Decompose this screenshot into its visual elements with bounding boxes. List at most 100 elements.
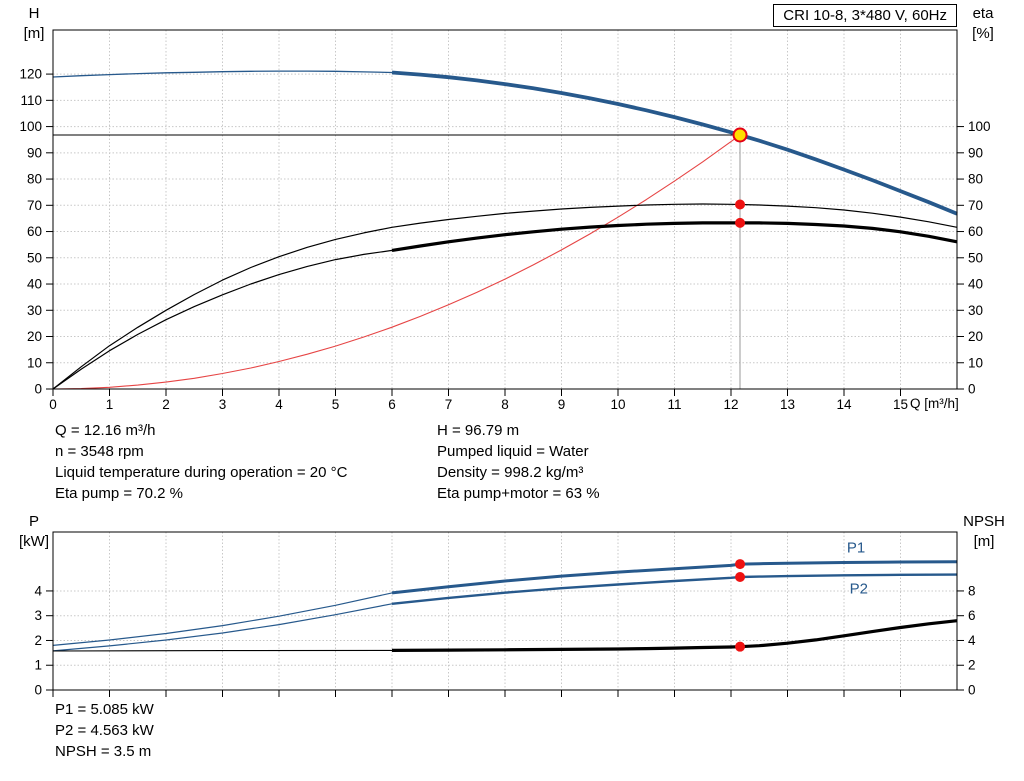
npsh-axis-unit: [m] bbox=[973, 533, 995, 550]
system-curve bbox=[52, 134, 741, 390]
info-pumped-liquid: Pumped liquid = Water bbox=[437, 443, 589, 460]
x-tick-label: 1 bbox=[106, 397, 114, 412]
y-left-tick-label: 80 bbox=[27, 172, 42, 187]
x-tick-label: 3 bbox=[219, 397, 227, 412]
npsh-curve bbox=[391, 619, 958, 653]
info-npsh: NPSH = 3.5 m bbox=[55, 743, 152, 760]
eta-pump-point bbox=[735, 199, 746, 210]
y-left-tick-label: 90 bbox=[27, 145, 42, 160]
eta-axis-label: eta [%] bbox=[958, 4, 1008, 44]
info-eta-pump-motor: Eta pump+motor = 63 % bbox=[437, 485, 600, 502]
y-left-tick-label: 2 bbox=[34, 633, 42, 648]
pump-model-title: CRI 10-8, 3*480 V, 60Hz bbox=[773, 4, 957, 27]
operating-info-left: Q = 12.16 m³/h n = 3548 rpm Liquid tempe… bbox=[55, 420, 347, 504]
y-left-tick-label: 110 bbox=[20, 93, 42, 108]
y-left-tick-label: 120 bbox=[19, 67, 42, 82]
p-axis-unit: [kW] bbox=[19, 533, 49, 550]
npsh-axis-symbol: NPSH bbox=[963, 513, 1005, 530]
y-left-tick-label: 0 bbox=[34, 382, 42, 397]
h-axis-label: H [m] bbox=[14, 4, 54, 44]
p2-curve-low bbox=[52, 603, 393, 652]
head-curve bbox=[391, 70, 958, 216]
p2-curve bbox=[391, 573, 958, 605]
y-right-tick-label: 90 bbox=[968, 145, 983, 160]
info-speed: n = 3548 rpm bbox=[55, 443, 144, 460]
h-axis-symbol: H bbox=[28, 5, 40, 22]
info-density: Density = 998.2 kg/m³ bbox=[437, 464, 584, 481]
x-tick-label: 15 bbox=[893, 397, 908, 412]
info-liquid-temperature: Liquid temperature during operation = 20… bbox=[55, 464, 348, 481]
q-axis-label: Q [m³/h] bbox=[910, 396, 959, 411]
y-left-tick-label: 30 bbox=[27, 303, 42, 318]
y-right-tick-label: 10 bbox=[968, 355, 983, 370]
head-curve-low bbox=[52, 70, 393, 78]
y-right-tick-label: 70 bbox=[968, 198, 983, 213]
x-tick-label: 11 bbox=[667, 397, 681, 412]
x-tick-label: 2 bbox=[162, 397, 170, 412]
y-left-tick-label: 100 bbox=[19, 119, 42, 134]
x-tick-label: 0 bbox=[49, 397, 57, 412]
p1-curve bbox=[391, 560, 958, 595]
npsh-point bbox=[735, 641, 746, 652]
y-left-tick-label: 20 bbox=[27, 329, 42, 344]
x-tick-label: 10 bbox=[610, 397, 625, 412]
duty-point[interactable] bbox=[732, 127, 748, 143]
x-tick-label: 7 bbox=[445, 397, 453, 412]
power-info: P1 = 5.085 kW P2 = 4.563 kW NPSH = 3.5 m bbox=[55, 699, 154, 762]
y-right-tick-label: 20 bbox=[968, 329, 983, 344]
info-flow: Q = 12.16 m³/h bbox=[55, 422, 156, 439]
eta-pump-motor-point bbox=[735, 217, 746, 228]
x-tick-label: 8 bbox=[501, 397, 509, 412]
p-axis-symbol: P bbox=[28, 513, 39, 530]
eta-pump-motor-curve bbox=[391, 221, 958, 252]
p2-point bbox=[735, 571, 746, 582]
info-head: H = 96.79 m bbox=[437, 422, 520, 439]
x-tick-label: 6 bbox=[388, 397, 396, 412]
y-left-tick-label: 10 bbox=[27, 355, 42, 370]
y-left-tick-label: 60 bbox=[27, 224, 42, 239]
y-left-tick-label: 4 bbox=[34, 583, 42, 598]
y-left-tick-label: 0 bbox=[34, 683, 42, 698]
p2-series-label: P2 bbox=[850, 580, 868, 597]
y-right-tick-label: 4 bbox=[968, 633, 976, 648]
y-right-tick-label: 60 bbox=[968, 224, 983, 239]
info-eta-pump: Eta pump = 70.2 % bbox=[55, 485, 183, 502]
y-right-tick-label: 0 bbox=[968, 382, 976, 397]
eta-pump-motor-curve-low bbox=[52, 249, 393, 390]
y-right-tick-label: 40 bbox=[968, 277, 983, 292]
h-axis-unit: [m] bbox=[23, 25, 45, 42]
y-left-tick-label: 70 bbox=[27, 198, 42, 213]
operating-info-right: H = 96.79 m Pumped liquid = Water Densit… bbox=[437, 420, 600, 504]
p1-curve-low bbox=[52, 592, 393, 646]
p-axis-label: P [kW] bbox=[14, 512, 54, 552]
eta-axis-unit: [%] bbox=[972, 25, 994, 42]
y-right-tick-label: 100 bbox=[968, 119, 991, 134]
y-left-tick-label: 50 bbox=[27, 250, 42, 265]
info-p1: P1 = 5.085 kW bbox=[55, 701, 154, 718]
y-right-tick-label: 80 bbox=[968, 172, 983, 187]
y-right-tick-label: 50 bbox=[968, 250, 983, 265]
x-tick-label: 14 bbox=[836, 397, 852, 412]
npsh-axis-label: NPSH [m] bbox=[951, 512, 1017, 552]
x-tick-label: 4 bbox=[275, 397, 283, 412]
eta-axis-symbol: eta bbox=[972, 5, 994, 22]
x-tick-label: 5 bbox=[332, 397, 340, 412]
y-right-tick-label: 30 bbox=[968, 303, 983, 318]
y-right-tick-label: 6 bbox=[968, 608, 976, 623]
y-left-tick-label: 1 bbox=[34, 658, 42, 673]
y-right-tick-label: 2 bbox=[968, 658, 976, 673]
x-tick-label: 12 bbox=[723, 397, 738, 412]
y-right-tick-label: 8 bbox=[968, 583, 976, 598]
x-tick-label: 13 bbox=[780, 397, 795, 412]
p1-series-label: P1 bbox=[847, 540, 865, 557]
npsh-curve-low bbox=[52, 649, 393, 652]
x-tick-label: 9 bbox=[558, 397, 566, 412]
eta-pump-curve bbox=[52, 203, 958, 390]
y-right-tick-label: 0 bbox=[968, 683, 976, 698]
y-left-tick-label: 40 bbox=[27, 277, 42, 292]
info-p2: P2 = 4.563 kW bbox=[55, 722, 154, 739]
y-left-tick-label: 3 bbox=[34, 608, 42, 623]
p1-point bbox=[735, 559, 746, 570]
